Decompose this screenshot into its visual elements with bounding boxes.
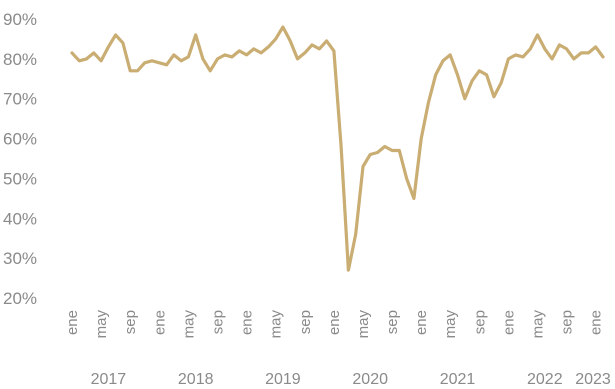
y-tick-label: 80% xyxy=(3,50,37,69)
x-tick-label: sep xyxy=(559,310,576,334)
y-tick-label: 70% xyxy=(3,90,37,109)
x-tick-label: sep xyxy=(471,310,488,334)
y-tick-label: 50% xyxy=(3,169,37,188)
y-tick-label: 40% xyxy=(3,209,37,228)
y-tick-label: 20% xyxy=(3,289,37,308)
year-label: 2023 xyxy=(575,371,611,388)
year-label: 2019 xyxy=(265,371,301,388)
series-layer xyxy=(70,25,605,272)
x-tick-label: may xyxy=(530,310,547,339)
x-tick-label: ene xyxy=(588,310,605,335)
y-tick-label: 60% xyxy=(3,130,37,149)
x-axis-months: ene may sep ene may sep ene may sep ene may sep ene m… xyxy=(64,310,605,339)
x-tick-label: ene xyxy=(326,310,343,335)
y-tick-label: 30% xyxy=(3,249,37,268)
y-tick-label: 90% xyxy=(3,10,37,29)
x-tick-label: sep xyxy=(384,310,401,334)
year-label: 2018 xyxy=(178,371,214,388)
year-label: 2021 xyxy=(440,371,476,388)
x-tick-label: sep xyxy=(122,310,139,334)
series-line xyxy=(70,25,605,272)
x-tick-label: may xyxy=(268,310,285,339)
y-axis: 20% 30% 40% 50% 60% 70% 80% 90% xyxy=(3,10,37,308)
x-tick-label: ene xyxy=(239,310,256,335)
x-tick-label: sep xyxy=(210,310,227,334)
year-label: 2020 xyxy=(352,371,388,388)
x-axis-years: 2017 2018 2019 2020 2021 2022 2023 xyxy=(91,371,611,388)
x-tick-label: ene xyxy=(413,310,430,335)
x-tick-label: ene xyxy=(500,310,517,335)
x-tick-label: ene xyxy=(151,310,168,335)
x-tick-label: may xyxy=(93,310,110,339)
year-label: 2017 xyxy=(91,371,127,388)
x-tick-label: may xyxy=(180,310,197,339)
x-tick-label: may xyxy=(355,310,372,339)
x-tick-label: ene xyxy=(64,310,81,335)
x-tick-label: sep xyxy=(297,310,314,334)
x-tick-label: may xyxy=(442,310,459,339)
year-label: 2022 xyxy=(527,371,563,388)
